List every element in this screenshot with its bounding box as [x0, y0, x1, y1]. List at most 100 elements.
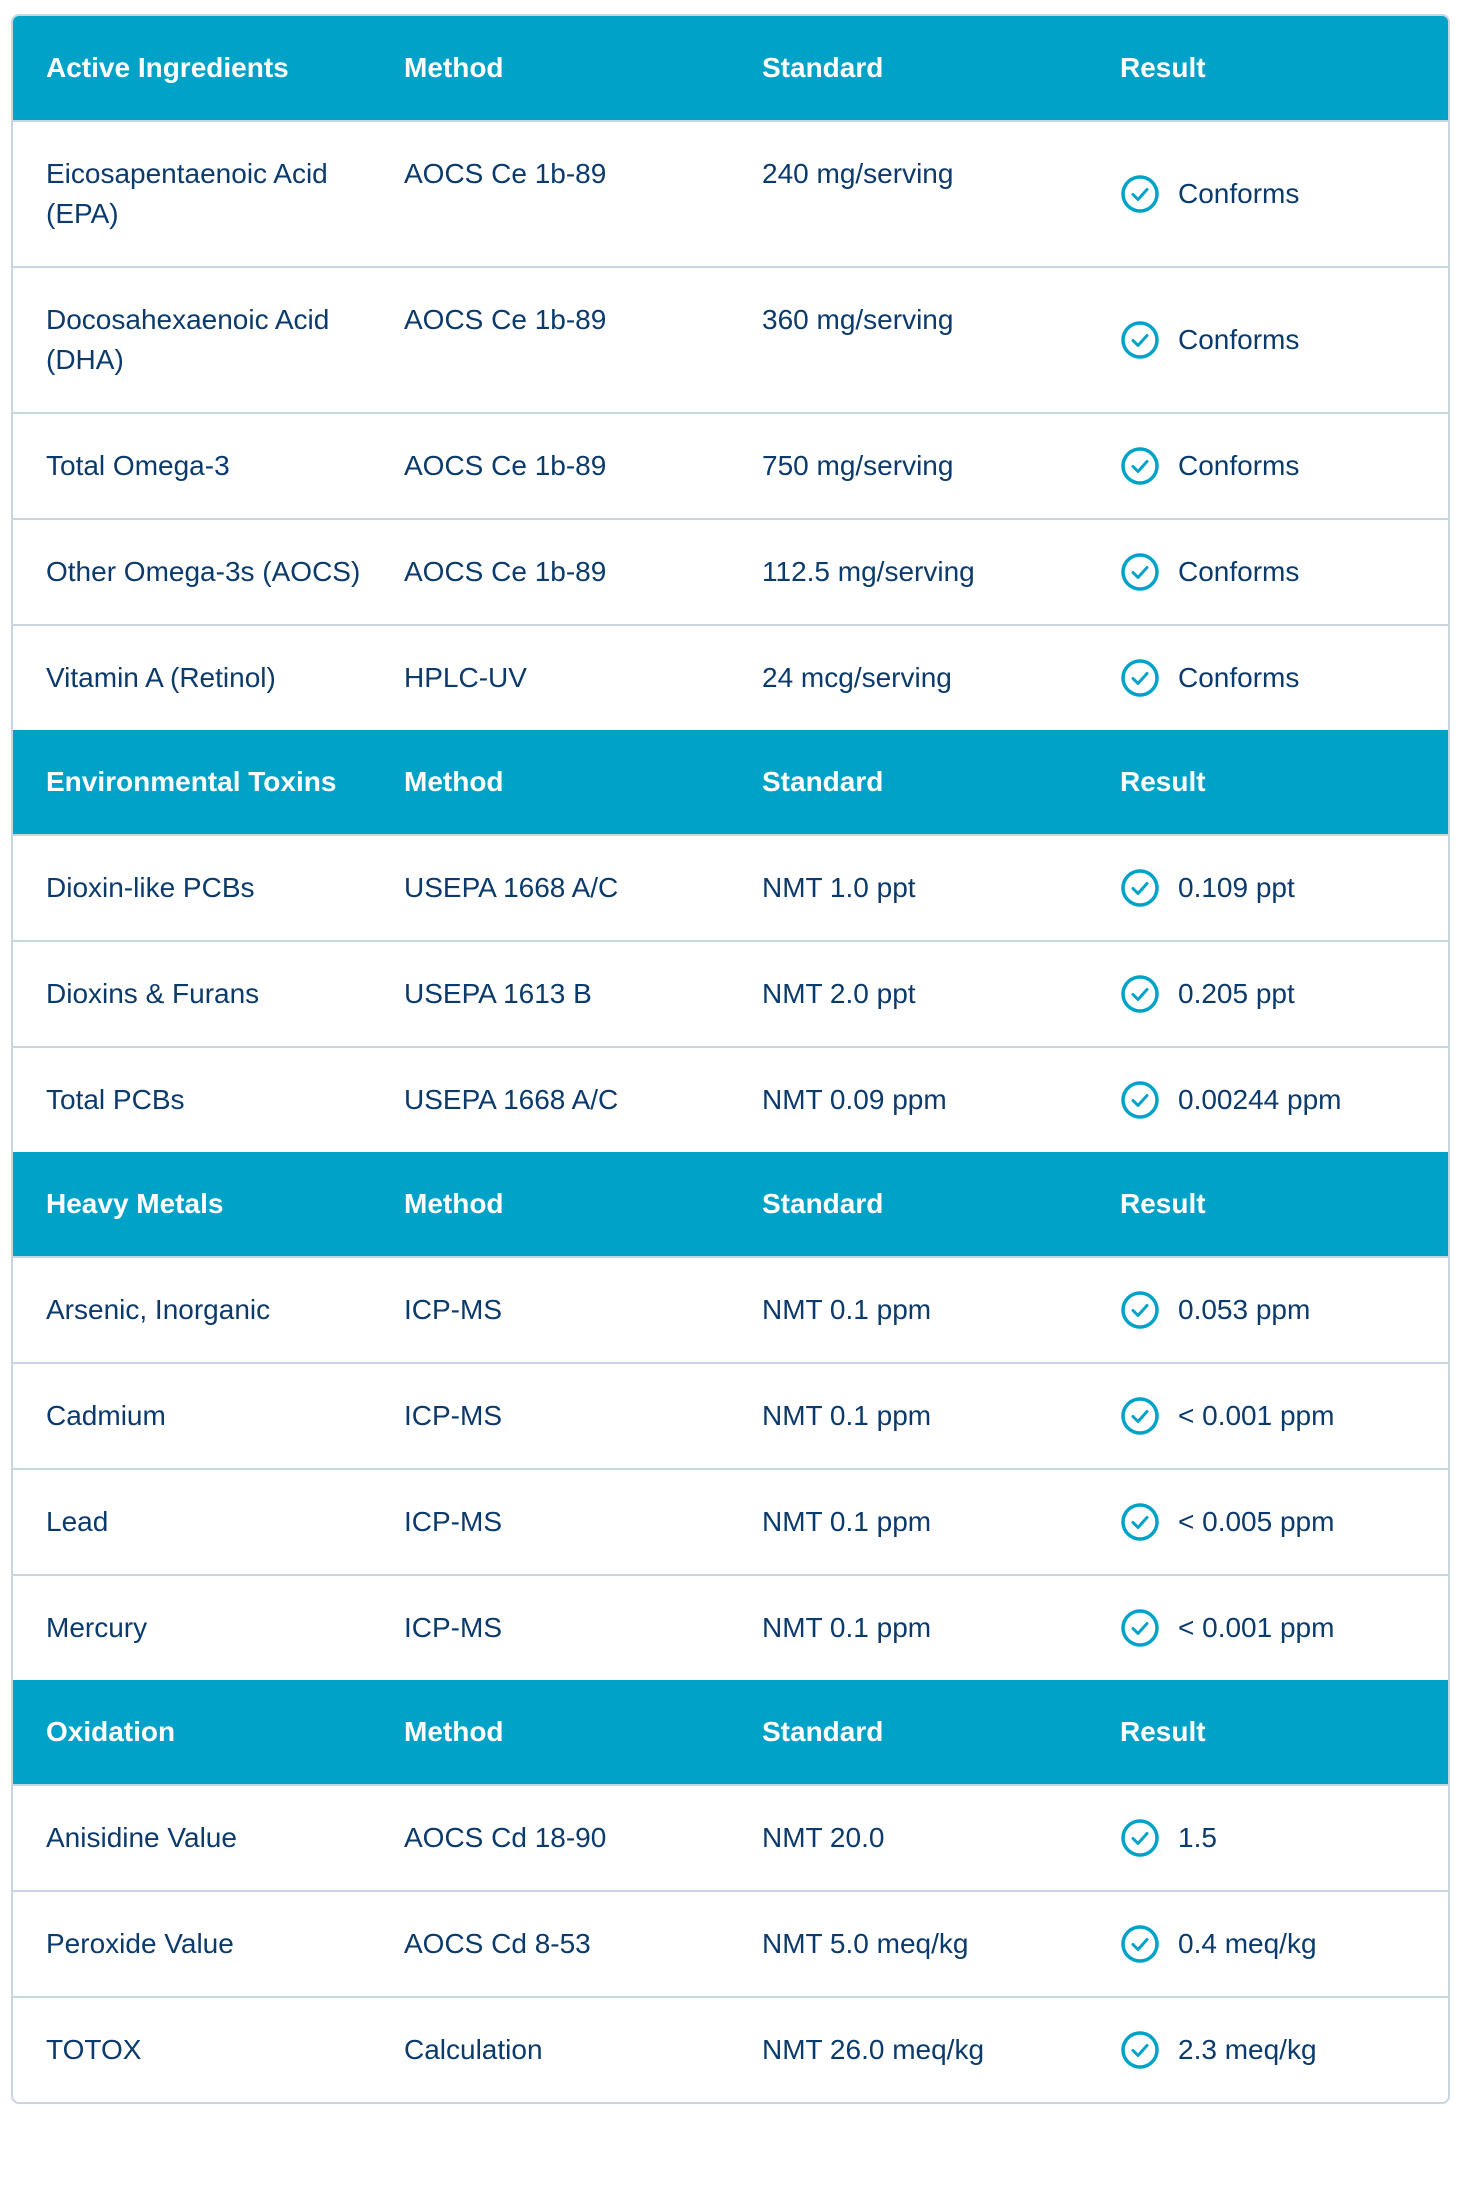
cell-name: Vitamin A (Retinol)	[46, 662, 276, 693]
cell-method: ICP-MS	[404, 1506, 502, 1537]
cell-method: ICP-MS	[404, 1612, 502, 1643]
result-value: < 0.005 ppm	[1178, 1506, 1335, 1537]
cell-name: Lead	[46, 1506, 109, 1537]
table-row: Lead ICP-MS NMT 0.1 ppm < 0.005 ppm	[13, 1468, 1448, 1574]
header-name: Heavy Metals	[46, 1188, 224, 1219]
cell-method: USEPA 1668 A/C	[404, 872, 619, 903]
result-value: Conforms	[1178, 450, 1300, 481]
test-results-table: Active Ingredients Method Standard Result Ei…	[11, 14, 1450, 2104]
header-method: Method	[404, 1716, 504, 1747]
cell-method: AOCS Ce 1b-89	[404, 158, 607, 189]
result-value: < 0.001 ppm	[1178, 1612, 1335, 1643]
cell-standard: NMT 0.1 ppm	[762, 1294, 932, 1325]
cell-method: AOCS Ce 1b-89	[404, 556, 607, 587]
check-circle-icon	[1121, 975, 1159, 1013]
header-result: Result	[1120, 52, 1206, 83]
table-row: Dioxin-like PCBs USEPA 1668 A/C NMT 1.0 pp…	[13, 834, 1448, 940]
cell-result: 1.5	[1087, 1818, 1448, 1858]
check-circle-icon	[1121, 321, 1159, 359]
cell-standard: NMT 5.0 meq/kg	[762, 1928, 969, 1959]
header-standard: Standard	[762, 1188, 884, 1219]
header-method: Method	[404, 766, 504, 797]
cell-result: Conforms	[1087, 552, 1448, 592]
table-row: TOTOX Calculation NMT 26.0 meq/kg 2.3 meq/k…	[13, 1996, 1448, 2102]
header-name: Active Ingredients	[46, 52, 289, 83]
table-row: Eicosapentaenoic Acid (EPA) AOCS Ce 1b-89…	[13, 120, 1448, 266]
cell-result: Conforms	[1087, 446, 1448, 486]
cell-standard: NMT 0.09 ppm	[762, 1084, 947, 1115]
cell-name: Other Omega-3s (AOCS)	[46, 556, 361, 587]
cell-result: Conforms	[1087, 320, 1448, 360]
cell-result: 0.109 ppt	[1087, 868, 1448, 908]
cell-standard: NMT 1.0 ppt	[762, 872, 916, 903]
header-standard: Standard	[762, 766, 884, 797]
cell-standard: NMT 0.1 ppm	[762, 1612, 932, 1643]
result-value: 0.109 ppt	[1178, 872, 1295, 903]
section-header: Oxidation Method Standard Result	[13, 1680, 1448, 1784]
check-circle-icon	[1121, 659, 1159, 697]
cell-result: 2.3 meq/kg	[1087, 2030, 1448, 2070]
cell-name: Peroxide Value	[46, 1928, 234, 1959]
header-method: Method	[404, 52, 504, 83]
cell-result: Conforms	[1087, 658, 1448, 698]
table-row: Dioxins & Furans USEPA 1613 B NMT 2.0 ppt 0…	[13, 940, 1448, 1046]
table-row: Total PCBs USEPA 1668 A/C NMT 0.09 ppm 0.00…	[13, 1046, 1448, 1152]
cell-result: 0.053 ppm	[1087, 1290, 1448, 1330]
header-standard: Standard	[762, 1716, 884, 1747]
result-value: 1.5	[1178, 1822, 1217, 1853]
cell-standard: NMT 26.0 meq/kg	[762, 2034, 985, 2065]
cell-standard: 750 mg/serving	[762, 450, 954, 481]
header-result: Result	[1120, 1188, 1206, 1219]
table-row: Cadmium ICP-MS NMT 0.1 ppm < 0.001 ppm	[13, 1362, 1448, 1468]
result-value: 2.3 meq/kg	[1178, 2034, 1317, 2065]
cell-method: AOCS Cd 18-90	[404, 1822, 607, 1853]
header-result: Result	[1120, 1716, 1206, 1747]
table-row: Mercury ICP-MS NMT 0.1 ppm < 0.001 ppm	[13, 1574, 1448, 1680]
check-circle-icon	[1121, 1609, 1159, 1647]
cell-method: AOCS Ce 1b-89	[404, 304, 607, 335]
cell-name: Anisidine Value	[46, 1822, 237, 1853]
result-value: 0.00244 ppm	[1178, 1084, 1342, 1115]
cell-name: Eicosapentaenoic Acid (EPA)	[46, 158, 328, 229]
check-circle-icon	[1121, 553, 1159, 591]
result-value: 0.205 ppt	[1178, 978, 1295, 1009]
table-row: Peroxide Value AOCS Cd 8-53 NMT 5.0 meq/kg…	[13, 1890, 1448, 1996]
cell-standard: 360 mg/serving	[762, 304, 954, 335]
cell-standard: 240 mg/serving	[762, 158, 954, 189]
cell-method: ICP-MS	[404, 1400, 502, 1431]
section-header: Heavy Metals Method Standard Result	[13, 1152, 1448, 1256]
table-row: Vitamin A (Retinol) HPLC-UV 24 mcg/serving…	[13, 624, 1448, 730]
result-value: Conforms	[1178, 324, 1300, 355]
cell-name: Cadmium	[46, 1400, 166, 1431]
check-circle-icon	[1121, 2031, 1159, 2069]
table-row: Other Omega-3s (AOCS) AOCS Ce 1b-89 112.5 …	[13, 518, 1448, 624]
cell-name: Total Omega-3	[46, 450, 230, 481]
table-row: Arsenic, Inorganic ICP-MS NMT 0.1 ppm 0.053…	[13, 1256, 1448, 1362]
check-circle-icon	[1121, 1291, 1159, 1329]
cell-name: Total PCBs	[46, 1084, 185, 1115]
result-value: 0.053 ppm	[1178, 1294, 1311, 1325]
cell-name: Mercury	[46, 1612, 148, 1643]
cell-method: USEPA 1668 A/C	[404, 1084, 619, 1115]
cell-result: Conforms	[1087, 174, 1448, 214]
cell-result: 0.00244 ppm	[1087, 1080, 1448, 1120]
table-row: Total Omega-3 AOCS Ce 1b-89 750 mg/serving…	[13, 412, 1448, 518]
cell-name: TOTOX	[46, 2034, 142, 2065]
cell-standard: NMT 2.0 ppt	[762, 978, 916, 1009]
cell-result: < 0.005 ppm	[1087, 1502, 1448, 1542]
check-circle-icon	[1121, 1397, 1159, 1435]
cell-method: Calculation	[404, 2034, 543, 2065]
check-circle-icon	[1121, 1819, 1159, 1857]
result-value: 0.4 meq/kg	[1178, 1928, 1317, 1959]
cell-standard: NMT 0.1 ppm	[762, 1400, 932, 1431]
section-header: Environmental Toxins Method Standard Result	[13, 730, 1448, 834]
header-standard: Standard	[762, 52, 884, 83]
result-value: Conforms	[1178, 662, 1300, 693]
check-circle-icon	[1121, 869, 1159, 907]
result-value: < 0.001 ppm	[1178, 1400, 1335, 1431]
cell-method: AOCS Ce 1b-89	[404, 450, 607, 481]
cell-standard: 112.5 mg/serving	[762, 556, 975, 587]
cell-name: Dioxin-like PCBs	[46, 872, 255, 903]
cell-standard: NMT 0.1 ppm	[762, 1506, 932, 1537]
cell-method: USEPA 1613 B	[404, 978, 592, 1009]
